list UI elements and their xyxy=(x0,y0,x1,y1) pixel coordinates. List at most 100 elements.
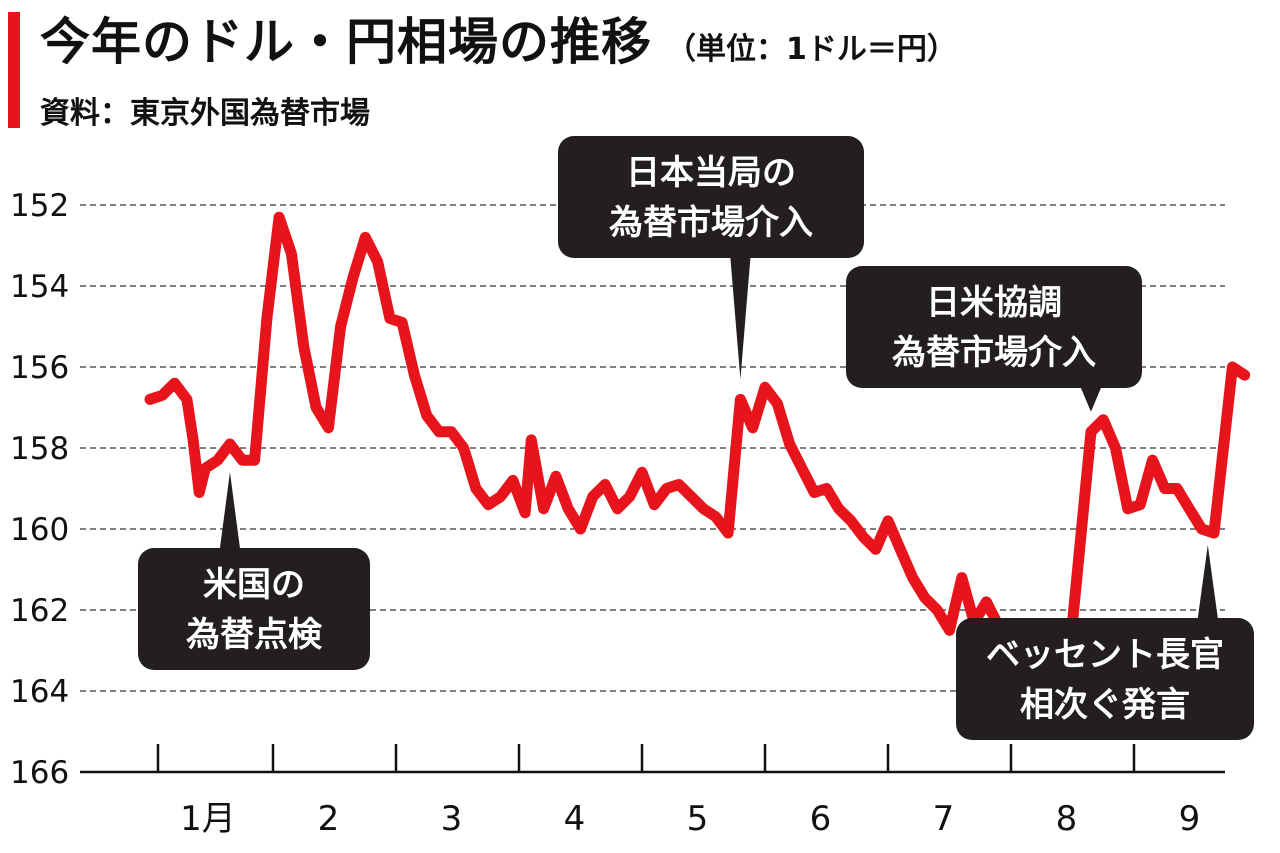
data-point xyxy=(948,629,951,631)
y-tick-label: 162 xyxy=(10,593,69,629)
data-point xyxy=(500,496,502,498)
data-point xyxy=(1244,374,1246,376)
data-point xyxy=(875,548,877,550)
data-point xyxy=(186,398,188,400)
data-point xyxy=(1188,508,1190,510)
unit-label: （単位：1ドル＝円） xyxy=(666,32,957,67)
data-point xyxy=(592,496,594,498)
data-point xyxy=(192,439,194,441)
x-tick-label: 6 xyxy=(810,799,832,839)
data-point xyxy=(364,236,366,238)
data-point xyxy=(1176,487,1178,490)
x-tick-label: 3 xyxy=(441,799,463,839)
data-point xyxy=(377,261,379,263)
data-point xyxy=(813,491,815,494)
data-point xyxy=(438,431,440,433)
data-point xyxy=(567,508,569,510)
title-accent-bar xyxy=(8,12,20,128)
chart-title-text: 今年のドル・円相場の推移 xyxy=(40,13,652,71)
x-tick-label: 5 xyxy=(687,799,709,839)
data-point xyxy=(887,520,889,522)
data-point xyxy=(961,577,963,579)
data-point xyxy=(776,402,778,405)
callout-text: ベッセント長官 xyxy=(986,635,1224,675)
data-point xyxy=(1090,431,1092,433)
data-point xyxy=(1151,459,1154,461)
x-tick-label: 4 xyxy=(564,799,586,839)
data-point xyxy=(912,577,914,579)
callout-text: 為替市場介入 xyxy=(892,333,1096,373)
data-point xyxy=(653,504,655,506)
data-point xyxy=(303,346,305,348)
data-point xyxy=(475,487,477,490)
callout-pointer xyxy=(730,258,751,380)
data-point xyxy=(340,325,342,328)
callout-text: 米国の xyxy=(203,565,305,605)
callout-pointer xyxy=(1197,545,1218,618)
data-point xyxy=(862,536,865,538)
y-axis-ticks: 152 154 156 158 160 162 164 166 xyxy=(10,188,69,791)
data-point xyxy=(899,548,901,550)
data-point xyxy=(604,483,606,486)
data-point xyxy=(204,467,206,469)
data-point xyxy=(715,516,717,518)
data-point xyxy=(290,253,292,255)
y-tick-label: 156 xyxy=(10,350,69,386)
callout-box xyxy=(846,266,1142,388)
callout-box xyxy=(956,618,1254,740)
callout-text: 為替市場介入 xyxy=(609,203,813,243)
data-point xyxy=(629,496,631,498)
data-point xyxy=(764,386,766,388)
y-tick-label: 164 xyxy=(10,674,69,710)
chart-title: 今年のドル・円相場の推移 （単位：1ドル＝円） xyxy=(40,2,957,74)
data-point xyxy=(161,394,163,396)
y-tick-label: 154 xyxy=(10,269,69,305)
data-point xyxy=(924,597,926,599)
data-point xyxy=(825,487,828,490)
data-point xyxy=(1102,419,1104,421)
data-point xyxy=(543,508,545,510)
data-point xyxy=(426,415,428,417)
data-point xyxy=(641,471,643,473)
data-point xyxy=(315,406,317,409)
x-axis: 1月 2 3 4 5 6 7 8 9 xyxy=(80,744,1225,839)
x-tick-label: 8 xyxy=(1056,799,1078,839)
data-point xyxy=(739,398,742,400)
callout-text: 相次ぐ発言 xyxy=(1020,685,1190,725)
data-point xyxy=(616,508,619,510)
data-point xyxy=(1127,508,1129,510)
data-point xyxy=(254,459,256,461)
data-point xyxy=(1213,532,1215,534)
data-point xyxy=(666,487,668,490)
data-point xyxy=(149,398,151,400)
callout-box xyxy=(138,548,370,670)
data-point xyxy=(727,532,729,534)
data-point xyxy=(985,601,988,603)
data-point xyxy=(936,609,938,611)
data-point xyxy=(1114,447,1117,449)
data-point xyxy=(1201,528,1203,530)
data-point xyxy=(789,443,791,445)
callout-text: 日本当局の xyxy=(626,153,796,193)
data-point xyxy=(327,427,329,429)
x-tick-label: 7 xyxy=(933,799,955,839)
data-point xyxy=(389,317,391,319)
y-tick-label: 166 xyxy=(10,755,69,791)
data-point xyxy=(752,427,754,429)
x-tick-label: 9 xyxy=(1179,799,1201,839)
data-point xyxy=(217,459,219,461)
data-point xyxy=(678,483,680,486)
callout-box xyxy=(558,136,864,258)
data-point xyxy=(1231,366,1233,368)
data-point xyxy=(838,508,840,510)
data-point xyxy=(266,317,268,319)
x-tick-label: 1月 xyxy=(180,799,236,839)
data-point xyxy=(524,512,526,514)
callout-pointer xyxy=(1080,388,1101,412)
data-point xyxy=(174,382,176,384)
y-tick-label: 158 xyxy=(10,431,69,467)
callout-pointer xyxy=(219,472,240,548)
